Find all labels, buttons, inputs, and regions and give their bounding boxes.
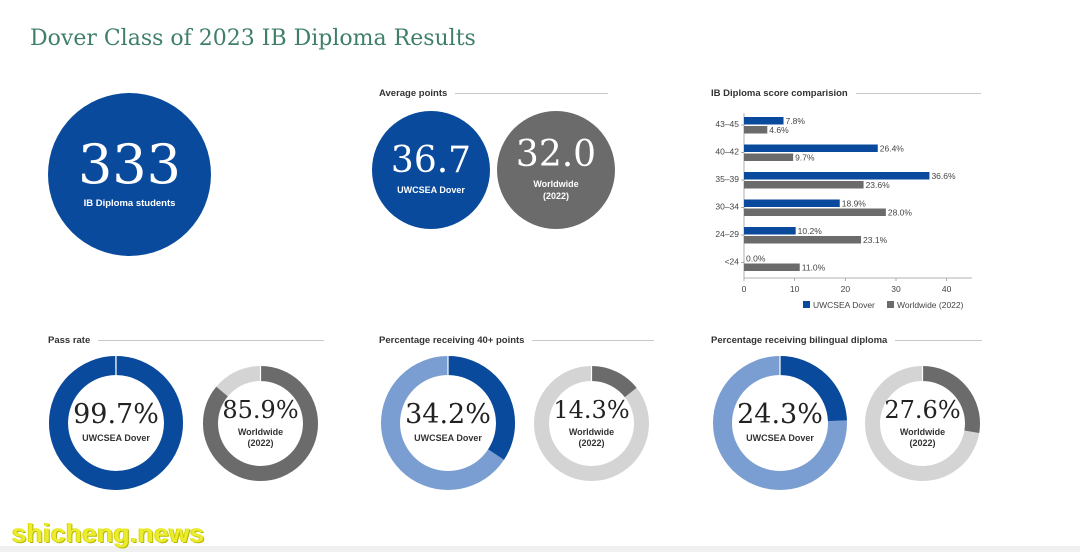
bar-value-label: 26.4% bbox=[880, 144, 905, 154]
y-tick-label: <24 bbox=[725, 257, 740, 267]
donut-label: 27.6% Worldwide (2022) bbox=[865, 366, 980, 481]
pct40-dover-donut: 34.2% UWCSEA Dover bbox=[381, 356, 515, 490]
donut-label: 99.7% UWCSEA Dover bbox=[49, 356, 183, 490]
y-tick-label: 30–34 bbox=[715, 202, 739, 212]
donut-caption: Worldwide (2022) bbox=[569, 427, 614, 450]
bar-value-label: 7.8% bbox=[786, 116, 806, 126]
y-tick-label: 24–29 bbox=[715, 229, 739, 239]
bar-worldwide bbox=[744, 181, 864, 189]
bar-value-label: 23.6% bbox=[866, 180, 891, 190]
donut-label: 24.3% UWCSEA Dover bbox=[713, 356, 847, 490]
bottom-strip bbox=[0, 546, 1080, 552]
pass-rate-world-donut: 85.9% Worldwide (2022) bbox=[203, 366, 318, 481]
donut-label: 34.2% UWCSEA Dover bbox=[381, 356, 515, 490]
page-title: Dover Class of 2023 IB Diploma Results bbox=[30, 26, 476, 51]
bar-worldwide bbox=[744, 153, 794, 161]
legend-label: Worldwide (2022) bbox=[897, 300, 964, 310]
bar-value-label: 9.7% bbox=[795, 153, 815, 163]
pct40-heading: Percentage receiving 40+ points bbox=[379, 335, 654, 346]
world-average-label-line2: (2022) bbox=[542, 191, 569, 201]
donut-caption-line2: (2022) bbox=[909, 438, 936, 448]
score-comparison-heading: IB Diploma score comparision bbox=[711, 88, 981, 99]
world-average-circle: 32.0 Worldwide (2022) bbox=[497, 111, 615, 229]
bilingual-dover-donut: 24.3% UWCSEA Dover bbox=[713, 356, 847, 490]
donut-caption: UWCSEA Dover bbox=[82, 433, 150, 444]
bilingual-world-donut: 27.6% Worldwide (2022) bbox=[865, 366, 980, 481]
world-average-value: 32.0 bbox=[515, 134, 597, 176]
dover-average-circle: 36.7 UWCSEA Dover bbox=[372, 111, 490, 229]
pass-rate-label: Pass rate bbox=[48, 335, 91, 346]
y-tick-label: 40–42 bbox=[715, 147, 739, 157]
donut-percent: 85.9% bbox=[222, 395, 299, 424]
donut-caption-line1: Worldwide bbox=[237, 426, 284, 437]
students-label: IB Diploma students bbox=[83, 198, 176, 210]
legend-label: UWCSEA Dover bbox=[813, 300, 875, 310]
bilingual-heading: Percentage receiving bilingual diploma bbox=[711, 335, 982, 346]
bar-dover bbox=[744, 117, 784, 125]
dover-average-value: 36.7 bbox=[390, 140, 472, 182]
bar-value-label: 4.6% bbox=[769, 125, 789, 135]
donut-label: 85.9% Worldwide (2022) bbox=[203, 366, 318, 481]
x-tick-label: 40 bbox=[942, 284, 952, 294]
bar-value-label: 23.1% bbox=[863, 235, 888, 245]
legend-swatch bbox=[803, 301, 810, 308]
donut-caption-line1: Worldwide bbox=[568, 426, 615, 437]
bar-dover bbox=[744, 227, 796, 235]
donut-percent: 24.3% bbox=[737, 399, 823, 431]
donut-percent: 34.2% bbox=[405, 399, 491, 431]
pass-rate-heading: Pass rate bbox=[48, 335, 324, 346]
bar-value-label: 28.0% bbox=[888, 208, 913, 218]
bilingual-label: Percentage receiving bilingual diploma bbox=[711, 335, 888, 346]
donut-percent: 14.3% bbox=[553, 395, 630, 424]
bar-dover bbox=[744, 144, 878, 152]
score-comparison-chart: 43–45 7.8%4.6% 40–42 26.4% 9.7% 35–39 36.6% 23.… bbox=[715, 113, 972, 310]
bar-value-label: 0.0% bbox=[746, 254, 766, 264]
donut-caption: UWCSEA Dover bbox=[414, 433, 482, 444]
bar-value-label: 18.9% bbox=[842, 199, 867, 209]
bar-worldwide bbox=[744, 208, 886, 216]
heading-rule bbox=[855, 93, 981, 94]
x-tick-label: 20 bbox=[841, 284, 851, 294]
bar-value-label: 36.6% bbox=[931, 171, 956, 181]
donut-percent: 27.6% bbox=[884, 395, 961, 424]
bar-value-label: 10.2% bbox=[798, 226, 823, 236]
donut-caption: Worldwide (2022) bbox=[238, 427, 283, 450]
score-comparison-title: IB Diploma score comparision bbox=[711, 88, 848, 99]
donut-label: 14.3% Worldwide (2022) bbox=[534, 366, 649, 481]
average-points-heading: Average points bbox=[379, 88, 608, 99]
legend-swatch bbox=[887, 301, 894, 308]
world-average-label-line1: Worldwide bbox=[533, 179, 579, 190]
heading-rule bbox=[532, 340, 654, 341]
pct40-label: Percentage receiving 40+ points bbox=[379, 335, 525, 346]
donut-caption-line2: (2022) bbox=[247, 438, 274, 448]
dover-average-label: UWCSEA Dover bbox=[397, 185, 465, 196]
bar-value-label: 11.0% bbox=[802, 263, 826, 273]
bar-dover bbox=[744, 199, 840, 207]
students-count: 333 bbox=[77, 133, 182, 197]
bar-dover bbox=[744, 172, 930, 180]
x-tick-label: 0 bbox=[742, 284, 747, 294]
average-points-label: Average points bbox=[379, 88, 448, 99]
bar-worldwide bbox=[744, 236, 862, 244]
donut-caption-line1: Worldwide bbox=[899, 426, 946, 437]
heading-rule bbox=[98, 340, 324, 341]
donut-caption-line2: (2022) bbox=[578, 438, 605, 448]
donut-percent: 99.7% bbox=[73, 399, 159, 431]
heading-rule bbox=[455, 93, 608, 94]
world-average-label: Worldwide (2022) bbox=[533, 179, 578, 202]
students-circle: 333 IB Diploma students bbox=[48, 93, 211, 256]
x-tick-label: 30 bbox=[891, 284, 901, 294]
y-tick-label: 43–45 bbox=[715, 119, 739, 129]
pct40-world-donut: 14.3% Worldwide (2022) bbox=[534, 366, 649, 481]
watermark: shicheng.news bbox=[12, 518, 205, 548]
y-tick-label: 35–39 bbox=[715, 174, 739, 184]
heading-rule bbox=[895, 340, 982, 341]
donut-caption: UWCSEA Dover bbox=[746, 433, 814, 444]
x-tick-label: 10 bbox=[790, 284, 800, 294]
bar-worldwide bbox=[744, 126, 768, 134]
pass-rate-dover-donut: 99.7% UWCSEA Dover bbox=[49, 356, 183, 490]
donut-caption: Worldwide (2022) bbox=[900, 427, 945, 450]
bar-worldwide bbox=[744, 263, 800, 271]
